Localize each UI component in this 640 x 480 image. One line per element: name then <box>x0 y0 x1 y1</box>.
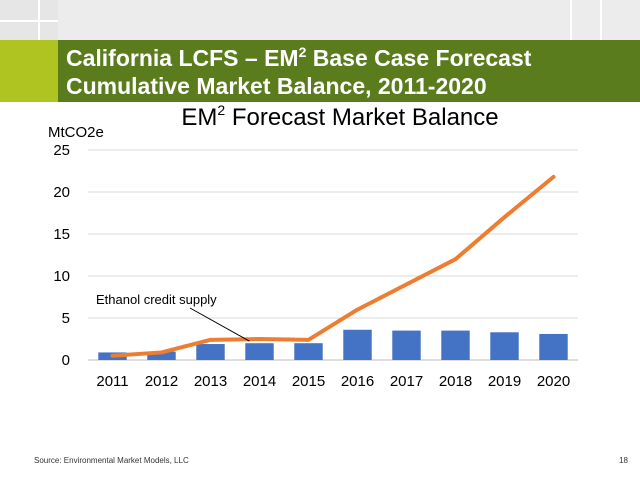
bar <box>539 333 568 360</box>
bar <box>294 343 323 360</box>
chart-title-prefix: EM <box>181 104 218 131</box>
page-number: 18 <box>619 456 628 465</box>
x-tick-label: 2012 <box>145 373 178 390</box>
bar <box>245 343 274 360</box>
title-band <box>58 40 640 102</box>
x-tick-label: 2011 <box>96 373 128 390</box>
y-tick-label: 5 <box>62 310 70 327</box>
source-note: Source: Environmental Market Models, LLC <box>34 456 189 465</box>
title-line2: Cumulative Market Balance, 2011-2020 <box>66 73 487 99</box>
y-tick-label: 10 <box>53 268 70 285</box>
y-tick-label: 20 <box>53 184 70 201</box>
chart-title-superscript: 2 <box>217 102 226 118</box>
slide-title: California LCFS – EM2 Base Case Forecast… <box>66 44 634 100</box>
y-tick-label: 15 <box>53 226 70 243</box>
bar <box>392 330 421 360</box>
title-line1-prefix: California LCFS – EM <box>66 45 299 71</box>
y-tick-label: 0 <box>62 352 70 369</box>
annotation-label: Ethanol credit supply <box>96 292 217 307</box>
x-tick-label: 2016 <box>341 373 374 390</box>
title-line1-suffix: Base Case Forecast <box>306 45 532 71</box>
title-accent-block <box>0 40 58 102</box>
chart-title: EM2 Forecast Market Balance <box>0 102 640 132</box>
x-tick-label: 2014 <box>243 373 276 390</box>
y-axis-unit-label: MtCO2e <box>48 124 104 141</box>
x-tick-label: 2017 <box>390 373 423 390</box>
x-tick-label: 2013 <box>194 373 227 390</box>
x-tick-label: 2019 <box>488 373 521 390</box>
x-tick-label: 2020 <box>537 373 570 390</box>
x-tick-label: 2018 <box>439 373 472 390</box>
series-line <box>110 174 556 358</box>
bar <box>343 329 372 360</box>
x-tick-label: 2015 <box>292 373 325 390</box>
bar <box>441 330 470 360</box>
bar <box>490 332 519 360</box>
bar <box>147 351 176 360</box>
chart-title-suffix: Forecast Market Balance <box>225 104 499 131</box>
bar <box>196 344 225 360</box>
y-tick-label: 25 <box>53 142 70 159</box>
title-superscript: 2 <box>298 44 307 60</box>
annotation-leader-line <box>189 307 250 342</box>
